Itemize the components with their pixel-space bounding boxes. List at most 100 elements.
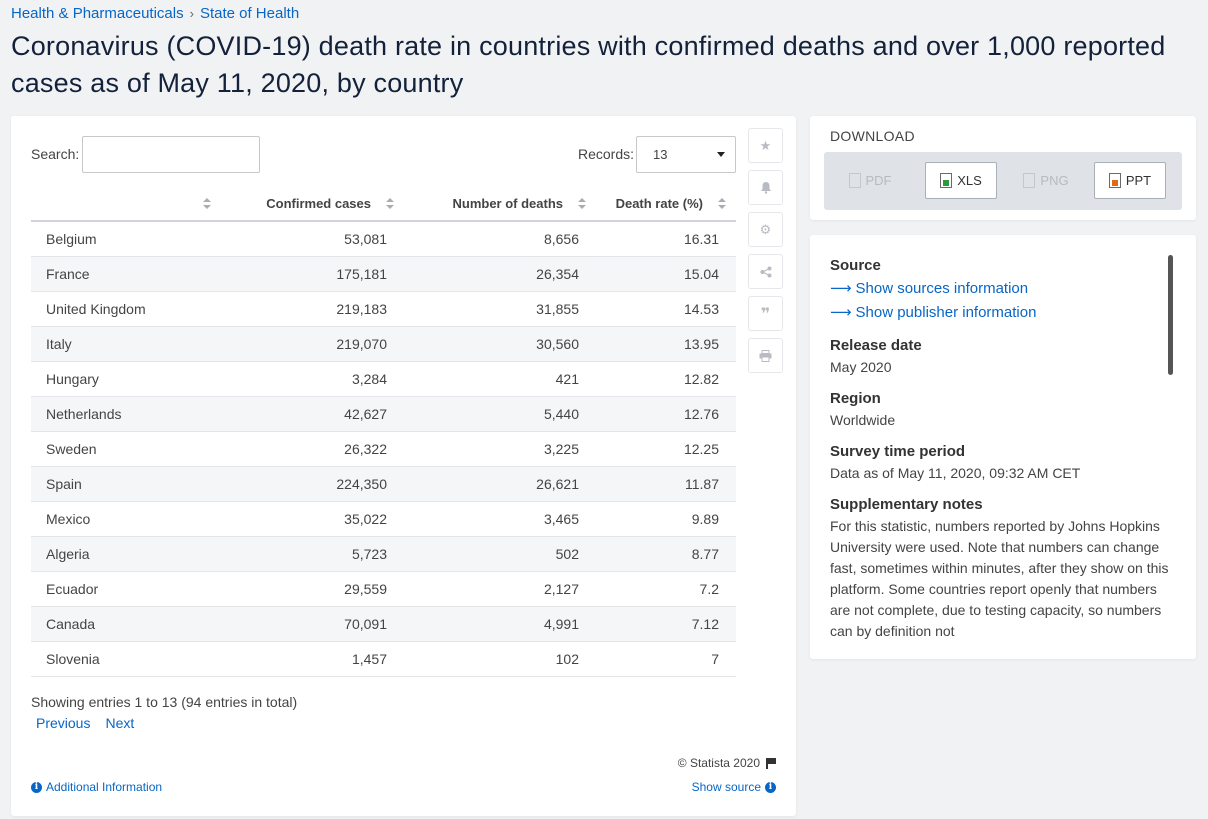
- tool-sidebar: ★ ⚙ ❞: [748, 128, 783, 380]
- cell-confirmed-cases: 26,322: [221, 431, 404, 467]
- cell-death-rate: 14.53: [596, 291, 736, 327]
- cell-number-of-deaths: 2,127: [404, 571, 596, 607]
- table-row: Italy 219,070 30,560 13.95: [31, 326, 736, 362]
- records-select[interactable]: 13: [636, 136, 736, 173]
- column-header-death-rate[interactable]: Death rate (%): [596, 186, 736, 222]
- cell-confirmed-cases: 219,070: [221, 326, 404, 362]
- show-source-label: Show source: [691, 780, 761, 794]
- column-header-country[interactable]: [31, 186, 221, 222]
- breadcrumb-separator: ›: [189, 6, 194, 21]
- cell-death-rate: 7: [596, 641, 736, 677]
- cell-death-rate: 9.89: [596, 501, 736, 537]
- download-ppt-button[interactable]: PPT: [1094, 162, 1166, 199]
- info-icon: i: [31, 781, 42, 793]
- table-row: Algeria 5,723 502 8.77: [31, 536, 736, 572]
- cell-death-rate: 13.95: [596, 326, 736, 362]
- cell-country: Ecuador: [31, 571, 221, 607]
- cell-country: France: [31, 256, 221, 292]
- supplementary-notes-text: For this statistic, numbers reported by …: [830, 518, 1169, 639]
- info-scroll-area[interactable]: Source ⟶ Show sources information ⟶ Show p…: [830, 257, 1170, 641]
- column-header-number-of-deaths[interactable]: Number of deaths: [404, 186, 596, 222]
- release-date-value: May 2020: [830, 359, 892, 375]
- bell-icon[interactable]: [748, 170, 783, 205]
- next-button[interactable]: Next: [105, 715, 135, 731]
- show-source-link[interactable]: Show source i: [692, 780, 776, 794]
- table-row: Hungary 3,284 421 12.82: [31, 361, 736, 397]
- cell-country: Sweden: [31, 431, 221, 467]
- table-row: France 175,181 26,354 15.04: [31, 256, 736, 292]
- scrollbar[interactable]: [1168, 255, 1173, 375]
- cell-death-rate: 15.04: [596, 256, 736, 292]
- sort-icon: [203, 198, 211, 210]
- table-row: Belgium 53,081 8,656 16.31: [31, 221, 736, 257]
- cell-confirmed-cases: 219,183: [221, 291, 404, 327]
- cell-country: Hungary: [31, 361, 221, 397]
- share-icon[interactable]: [748, 254, 783, 289]
- breadcrumb-health-link[interactable]: Health & Pharmaceuticals: [11, 5, 184, 22]
- cell-country: Slovenia: [31, 641, 221, 677]
- download-buttons: PDF XLS PNG PPT: [824, 152, 1182, 210]
- gear-icon[interactable]: ⚙: [748, 212, 783, 247]
- column-header-confirmed-cases[interactable]: Confirmed cases: [221, 186, 404, 222]
- cell-death-rate: 8.77: [596, 536, 736, 572]
- region-value: Worldwide: [830, 412, 896, 428]
- sort-icon: [578, 198, 586, 210]
- show-sources-link[interactable]: ⟶ Show sources information: [830, 277, 1170, 301]
- copyright-text: © Statista 2020: [677, 756, 760, 770]
- cell-confirmed-cases: 35,022: [221, 501, 404, 537]
- cell-number-of-deaths: 31,855: [404, 291, 596, 327]
- breadcrumb-state-of-health-link[interactable]: State of Health: [199, 5, 300, 22]
- page-title: Coronavirus (COVID-19) death rate in cou…: [11, 31, 1166, 98]
- cell-death-rate: 7.12: [596, 606, 736, 642]
- table-row: Ecuador 29,559 2,127 7.2: [31, 571, 736, 607]
- star-icon[interactable]: ★: [748, 128, 783, 163]
- cell-number-of-deaths: 502: [404, 536, 596, 572]
- arrow-right-icon: ⟶: [830, 280, 852, 297]
- cell-number-of-deaths: 5,440: [404, 396, 596, 432]
- survey-period-heading: Survey time period: [830, 443, 966, 460]
- download-png-button[interactable]: PNG: [1010, 162, 1082, 199]
- source-heading: Source: [830, 257, 881, 274]
- download-pdf-button[interactable]: PDF: [834, 162, 906, 199]
- ppt-file-icon: [1108, 173, 1121, 188]
- cell-number-of-deaths: 3,225: [404, 431, 596, 467]
- cell-death-rate: 12.76: [596, 396, 736, 432]
- data-table: Confirmed cases Number of deaths Death r…: [31, 186, 736, 677]
- records-selected-value: 13: [653, 147, 668, 162]
- search-label: Search:: [31, 146, 80, 162]
- download-card: DOWNLOAD PDF XLS PNG PPT: [810, 116, 1196, 220]
- table-row: Spain 224,350 26,621 11.87: [31, 466, 736, 502]
- download-xls-button[interactable]: XLS: [925, 162, 997, 199]
- table-header-row: Confirmed cases Number of deaths Death r…: [31, 186, 736, 222]
- survey-period-value: Data as of May 11, 2020, 09:32 AM CET: [830, 465, 1081, 481]
- cell-death-rate: 12.25: [596, 431, 736, 467]
- cell-number-of-deaths: 8,656: [404, 221, 596, 257]
- table-row: Slovenia 1,457 102 7: [31, 641, 736, 677]
- sort-icon: [718, 198, 726, 210]
- cell-number-of-deaths: 102: [404, 641, 596, 677]
- png-file-icon: [1023, 173, 1036, 188]
- cell-country: Italy: [31, 326, 221, 362]
- pagination: Previous Next: [36, 715, 134, 731]
- records-label: Records:: [578, 146, 635, 162]
- table-row: Canada 70,091 4,991 7.12: [31, 606, 736, 642]
- show-publisher-link[interactable]: ⟶ Show publisher information: [830, 301, 1170, 325]
- breadcrumb: Health & Pharmaceuticals › State of Heal…: [11, 5, 299, 22]
- arrow-right-icon: ⟶: [830, 304, 852, 321]
- cell-country: Spain: [31, 466, 221, 502]
- caret-down-icon: [717, 152, 725, 157]
- additional-information-label: Additional Information: [46, 780, 163, 794]
- additional-information-link[interactable]: i Additional Information: [31, 780, 162, 794]
- quote-icon[interactable]: ❞: [748, 296, 783, 331]
- cell-country: Canada: [31, 606, 221, 642]
- previous-button[interactable]: Previous: [36, 715, 91, 731]
- cell-confirmed-cases: 1,457: [221, 641, 404, 677]
- cell-death-rate: 16.31: [596, 221, 736, 257]
- flag-icon[interactable]: [766, 757, 776, 769]
- cell-confirmed-cases: 29,559: [221, 571, 404, 607]
- print-icon[interactable]: [748, 338, 783, 373]
- cell-country: Algeria: [31, 536, 221, 572]
- search-input[interactable]: [82, 136, 260, 173]
- entries-info: Showing entries 1 to 13 (94 entries in t…: [31, 694, 298, 710]
- table-row: Sweden 26,322 3,225 12.25: [31, 431, 736, 467]
